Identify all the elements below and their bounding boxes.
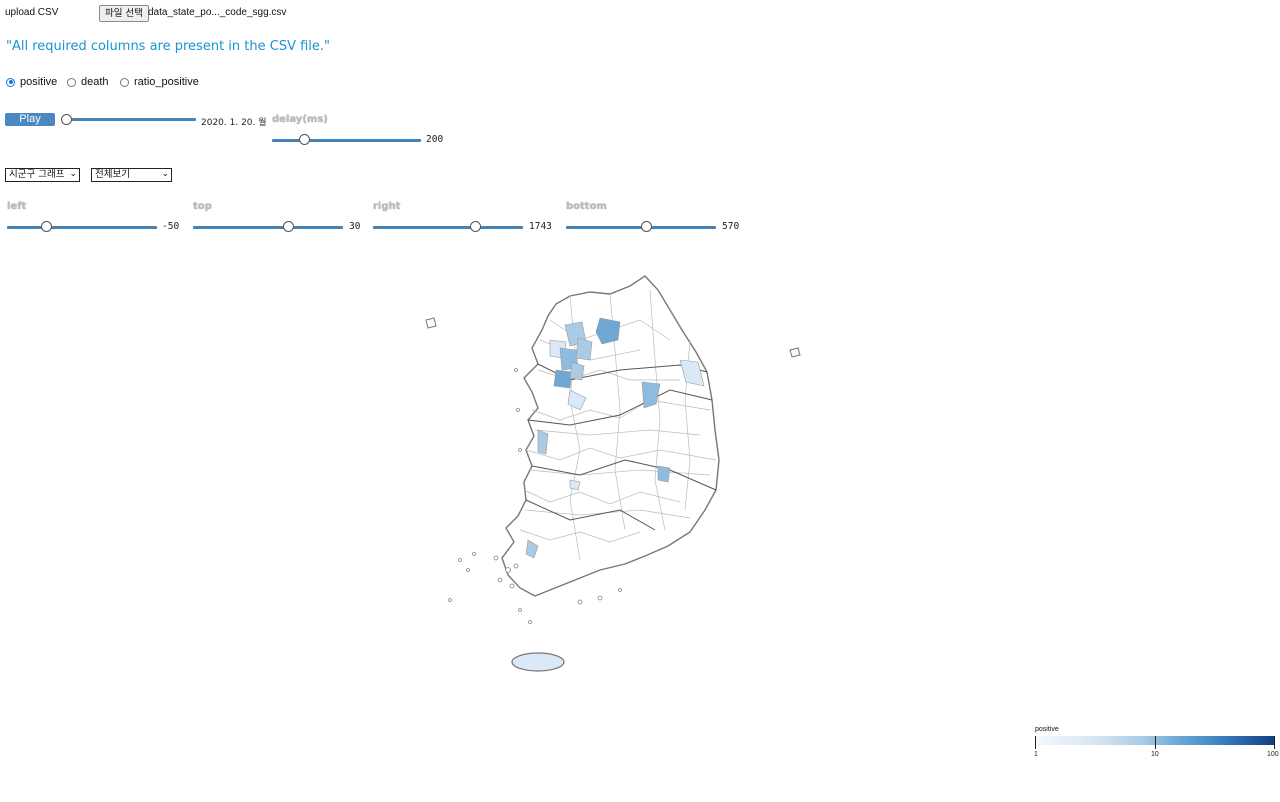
district-region xyxy=(567,389,587,411)
upload-label: upload CSV xyxy=(5,7,59,18)
delay-slider-thumb[interactable] xyxy=(299,134,310,145)
view-select-value: 전체보기 xyxy=(95,169,130,180)
district-region xyxy=(537,429,549,455)
district-region xyxy=(595,317,621,345)
legend-tick-10: 10 xyxy=(1151,751,1159,758)
right-value: 1743 xyxy=(529,221,552,232)
top-label: top xyxy=(193,201,212,212)
legend-tick-100: 100 xyxy=(1267,751,1279,758)
district-region xyxy=(679,359,705,387)
left-slider-thumb[interactable] xyxy=(41,221,52,232)
legend-tick-mark xyxy=(1155,736,1156,749)
left-value: -50 xyxy=(162,221,180,232)
right-label: right xyxy=(373,201,401,212)
radio-ratio-positive-dot[interactable] xyxy=(120,77,129,87)
play-button[interactable]: Play xyxy=(5,113,55,126)
delay-label: delay(ms) xyxy=(272,114,328,125)
radio-positive-dot[interactable] xyxy=(6,77,15,87)
date-slider-thumb[interactable] xyxy=(61,114,72,125)
district-region xyxy=(657,465,671,483)
date-value: 2020. 1. 20. 월 xyxy=(201,118,267,128)
bottom-slider-thumb[interactable] xyxy=(641,221,652,232)
radio-positive-label: positive xyxy=(20,76,58,88)
radio-ratio-positive[interactable]: ratio_positive xyxy=(120,76,199,88)
radio-positive[interactable]: positive xyxy=(6,76,57,88)
right-slider-track[interactable] xyxy=(373,226,523,229)
bottom-value: 570 xyxy=(722,221,740,232)
southwest-islands xyxy=(448,368,622,624)
radio-ratio-positive-label: ratio_positive xyxy=(134,76,199,88)
top-slider-track[interactable] xyxy=(193,226,343,229)
graph-select[interactable]: 시군구 그래프 ⌄ xyxy=(5,168,80,182)
right-slider-thumb[interactable] xyxy=(470,221,481,232)
legend-tick-mark xyxy=(1274,736,1275,749)
legend-tick-mark xyxy=(1035,736,1036,749)
delay-slider-track[interactable] xyxy=(272,139,421,142)
file-name: data_state_po..._code_sgg.csv xyxy=(148,7,287,18)
island xyxy=(425,317,437,329)
left-label: left xyxy=(7,201,27,212)
radio-death-label: death xyxy=(81,76,109,88)
delay-value: 200 xyxy=(426,134,444,145)
shaded-districts xyxy=(525,317,705,559)
radio-death-dot[interactable] xyxy=(67,77,76,87)
chevron-down-icon: ⌄ xyxy=(69,169,77,179)
top-slider-thumb[interactable] xyxy=(283,221,294,232)
jeju-island xyxy=(511,652,565,672)
top-value: 30 xyxy=(349,221,361,232)
graph-select-value: 시군구 그래프 xyxy=(9,169,65,180)
district-region xyxy=(553,369,573,389)
korea-choropleth-map xyxy=(425,275,801,672)
status-message: "All required columns are present in the… xyxy=(6,39,331,54)
ulleung-island xyxy=(789,347,801,358)
district-region xyxy=(575,337,593,361)
district-region xyxy=(525,539,539,559)
legend-title: positive xyxy=(1035,726,1059,733)
left-slider-track[interactable] xyxy=(7,226,157,229)
legend-tick-1: 1 xyxy=(1034,751,1038,758)
chevron-down-icon: ⌄ xyxy=(161,169,169,179)
bottom-label: bottom xyxy=(566,201,607,212)
view-select[interactable]: 전체보기 ⌄ xyxy=(91,168,172,182)
date-slider-track[interactable] xyxy=(62,118,196,121)
district-region xyxy=(569,361,585,381)
file-select-button[interactable]: 파일 선택 xyxy=(99,5,149,22)
district-region xyxy=(569,479,581,491)
radio-death[interactable]: death xyxy=(67,76,109,88)
district-region xyxy=(641,381,661,409)
